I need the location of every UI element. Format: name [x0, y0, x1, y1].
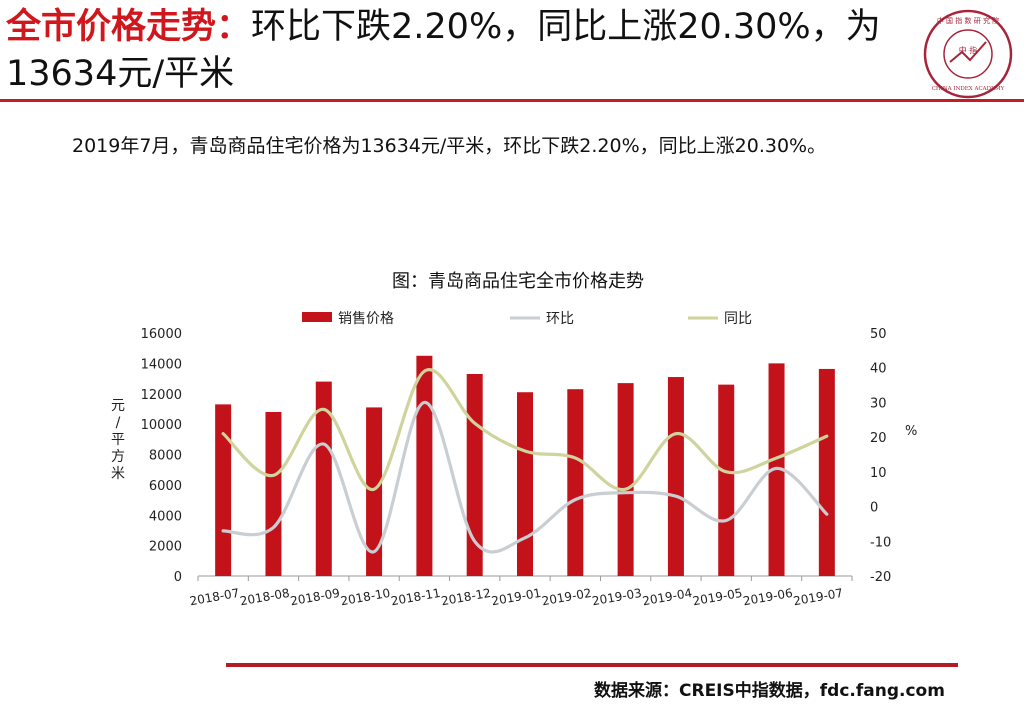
y2-tick-label: 30 — [870, 396, 887, 411]
legend-label: 销售价格 — [338, 311, 394, 327]
title-rest: 环比下跌2.20%，同比上涨20.30%，为13634元/平米 — [6, 7, 881, 94]
slide-title: 全市价格走势：环比下跌2.20%，同比上涨20.30%，为13634元/平米 — [6, 4, 906, 98]
logo-seal-text: 中 国 指 数 研 究 院 — [937, 16, 999, 25]
bar — [718, 384, 735, 576]
logo-center-text: 中 指 — [959, 45, 978, 55]
x-tick-label: 2018-12 — [440, 586, 492, 608]
y-tick-label: 12000 — [141, 388, 182, 403]
legend-label: 环比 — [546, 311, 574, 327]
data-source-note: 数据来源：CREIS中指数据，fdc.fang.com — [594, 681, 945, 701]
y2-tick-label: 40 — [870, 362, 887, 377]
bar — [617, 383, 634, 576]
bar — [667, 377, 684, 576]
bar — [366, 407, 383, 576]
china-index-academy-logo: 中 国 指 数 研 究 院 中 指 CHINA INDEX ACADEMY — [923, 9, 1013, 99]
y2-tick-label: 10 — [870, 466, 887, 481]
y-tick-label: 6000 — [149, 479, 182, 494]
legend-label: 同比 — [724, 311, 752, 327]
line-series — [221, 368, 829, 554]
y2-tick-label: -20 — [870, 570, 891, 585]
y-tick-label: 2000 — [149, 540, 182, 555]
summary-text: 2019年7月，青岛商品住宅价格为13634元/平米，环比下跌2.20%，同比上… — [72, 135, 827, 157]
x-tick-label: 2019-05 — [692, 586, 744, 608]
y-tick-label: 10000 — [141, 418, 182, 433]
y-tick-label: 14000 — [141, 357, 182, 372]
x-tick-label: 2018-10 — [339, 586, 391, 608]
y2-tick-label: 20 — [870, 431, 887, 446]
y-tick-label: 4000 — [149, 509, 182, 524]
x-tick-label: 2019-01 — [490, 586, 542, 608]
bar — [567, 389, 584, 576]
bar — [265, 411, 282, 576]
legend-swatch-bar — [302, 312, 332, 322]
x-tick-label: 2019-02 — [541, 586, 593, 608]
y-tick-label: 0 — [174, 570, 182, 585]
logo-ring-text: CHINA INDEX ACADEMY — [932, 86, 1005, 92]
axis-labels: 16000 14000 12000 10000 8000 6000 4000 2000 0 50 4… — [111, 327, 917, 608]
bar — [416, 355, 433, 576]
y2-tick-label: 0 — [870, 501, 878, 516]
y-tick-label: 16000 — [141, 327, 182, 342]
chart-title: 图：青岛商品住宅全市价格走势 — [392, 271, 644, 292]
x-tick-label: 2018-09 — [289, 586, 341, 608]
x-tick-label: 2019-04 — [641, 586, 693, 608]
y2-tick-label: -10 — [870, 535, 891, 550]
x-tick-label: 2018-11 — [390, 586, 442, 608]
y2-axis-label: % — [905, 424, 917, 439]
y-tick-label: 8000 — [149, 449, 182, 464]
y2-tick-label: 50 — [870, 327, 887, 342]
bar — [315, 381, 332, 576]
bar-series — [215, 355, 835, 576]
bar — [215, 404, 232, 576]
yoy-line — [221, 368, 829, 492]
x-tick-label: 2019-07 — [792, 586, 844, 608]
x-tick-label: 2018-08 — [239, 586, 291, 608]
title-divider — [0, 99, 1024, 102]
mom-line — [221, 400, 829, 554]
x-tick-label: 2019-03 — [591, 586, 643, 608]
bar — [517, 392, 533, 576]
chart-legend: 销售价格 环比 同比 — [302, 311, 752, 327]
footer-divider — [226, 663, 958, 667]
x-tick-label: 2018-07 — [189, 586, 241, 608]
chart-axes — [197, 575, 853, 581]
y-axis-label: 元/平方米 — [111, 398, 125, 482]
bar — [818, 368, 835, 576]
title-accent: 全市价格走势： — [6, 7, 252, 47]
x-tick-label: 2019-06 — [742, 586, 794, 608]
